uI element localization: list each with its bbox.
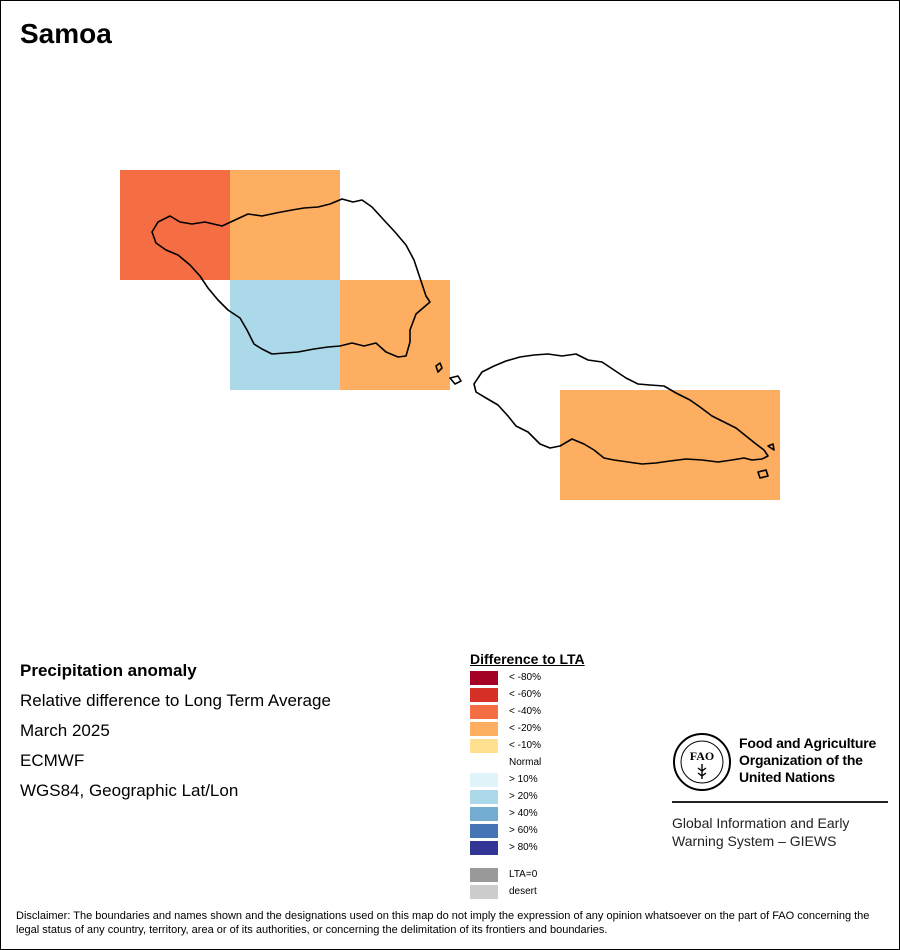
legend-swatch <box>470 739 498 753</box>
islet-nuutele <box>767 443 775 451</box>
legend-swatch <box>470 807 498 821</box>
legend-item-row: < -60% <box>470 688 585 705</box>
legend-item-row: > 60% <box>470 824 585 841</box>
legend-label: Normal <box>509 757 542 768</box>
map-canvas <box>120 170 780 500</box>
legend-item-row: Normal <box>470 756 585 773</box>
fao-name-line1: Food and Agriculture <box>739 735 877 751</box>
grid-cell-nw <box>120 170 230 280</box>
giews-name: Global Information and Early Warning Sys… <box>672 814 849 850</box>
islet-namua <box>757 469 769 479</box>
legend-swatch <box>470 756 498 770</box>
fao-logo-icon: FAO <box>673 733 731 791</box>
legend-label: LTA=0 <box>509 869 538 880</box>
grid-cell-east <box>340 280 450 390</box>
legend-swatch <box>470 841 498 855</box>
legend-swatch <box>470 705 498 719</box>
disclaimer: Disclaimer: The boundaries and names sho… <box>16 910 870 936</box>
grid-cell-center <box>230 280 340 390</box>
legend-label: < -10% <box>509 740 541 751</box>
legend-label: < -60% <box>509 689 541 700</box>
legend-item-row: < -40% <box>470 705 585 722</box>
legend-item-row: > 80% <box>470 841 585 858</box>
legend-swatch <box>470 671 498 685</box>
legend-item-row: < -80% <box>470 671 585 688</box>
giews-line1: Global Information and Early <box>672 815 850 831</box>
info-date: March 2025 <box>20 721 110 740</box>
legend-label: > 20% <box>509 791 538 802</box>
info-projection: WGS84, Geographic Lat/Lon <box>20 781 239 800</box>
legend-title: Difference to LTA <box>470 651 585 667</box>
legend-swatch <box>470 824 498 838</box>
legend-swatch <box>470 885 498 899</box>
legend-label: < -20% <box>509 723 541 734</box>
fao-name-line2: Organization of the <box>739 752 863 768</box>
islet-manono <box>449 375 462 385</box>
legend-label: > 10% <box>509 774 538 785</box>
legend-swatch <box>470 722 498 736</box>
legend-swatch <box>470 773 498 787</box>
legend-label: < -80% <box>509 672 541 683</box>
legend-label: > 40% <box>509 808 538 819</box>
legend-label: desert <box>509 886 537 897</box>
legend-item-row: > 10% <box>470 773 585 790</box>
legend-extra-row: LTA=0 <box>470 868 585 885</box>
legend-swatch <box>470 868 498 882</box>
map-title: Samoa <box>20 18 112 49</box>
info-heading: Precipitation anomaly <box>20 661 197 680</box>
legend-items: < -80% < -60% < -40% < -20% < -10% Normal > 10… <box>470 671 585 858</box>
grid-cell-southeast <box>560 390 780 500</box>
info-subtitle: Relative difference to Long Term Average <box>20 691 331 710</box>
fao-name-line3: United Nations <box>739 769 835 785</box>
fao-logo-letters: FAO <box>690 749 714 763</box>
legend-label: > 60% <box>509 825 538 836</box>
fao-divider <box>672 801 888 803</box>
fao-organization-name: Food and Agriculture Organization of the… <box>739 735 876 786</box>
legend-item-row: > 40% <box>470 807 585 824</box>
legend: Difference to LTA < -80% < -60% < -40% < -2… <box>470 651 585 902</box>
legend-label: < -40% <box>509 706 541 717</box>
anomaly-grid <box>120 170 780 500</box>
map-info: Precipitation anomaly Relative differenc… <box>20 656 331 806</box>
legend-extra-row: desert <box>470 885 585 902</box>
info-model: ECMWF <box>20 751 85 770</box>
island-savaii <box>151 198 431 358</box>
legend-extra: LTA=0 desert <box>470 868 585 902</box>
legend-item-row: > 20% <box>470 790 585 807</box>
grid-cell-north <box>230 170 340 280</box>
legend-item-row: < -20% <box>470 722 585 739</box>
islet-apolima <box>435 362 443 373</box>
legend-label: > 80% <box>509 842 538 853</box>
legend-swatch <box>470 790 498 804</box>
coastline <box>151 198 775 479</box>
island-upolu <box>473 353 769 465</box>
legend-swatch <box>470 688 498 702</box>
giews-line2: Warning System – GIEWS <box>672 833 837 849</box>
legend-item-row: < -10% <box>470 739 585 756</box>
